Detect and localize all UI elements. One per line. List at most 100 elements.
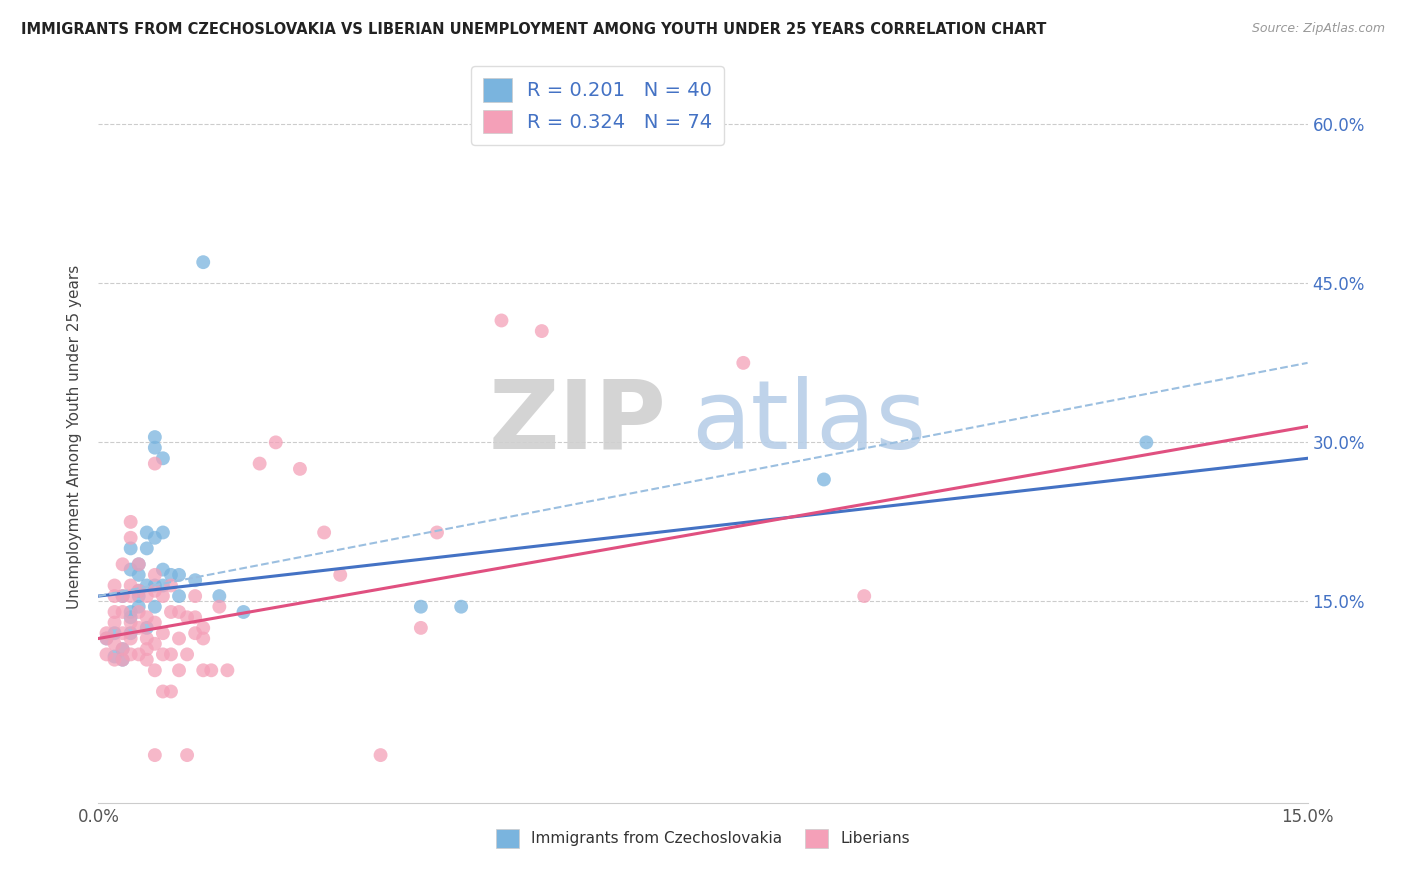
Point xyxy=(193,663,215,677)
Point xyxy=(167,663,190,677)
Point xyxy=(103,653,125,667)
Point xyxy=(193,621,215,635)
Point xyxy=(111,626,134,640)
Point xyxy=(193,632,215,646)
Point xyxy=(152,648,174,662)
Point xyxy=(128,558,150,572)
Point xyxy=(200,663,222,677)
Point xyxy=(143,615,166,630)
Legend: Immigrants from Czechoslovakia, Liberians: Immigrants from Czechoslovakia, Liberian… xyxy=(489,822,917,854)
Point xyxy=(370,748,392,763)
Point xyxy=(167,605,190,619)
Point xyxy=(143,441,166,455)
Point xyxy=(176,610,198,624)
Point xyxy=(135,653,157,667)
Point xyxy=(111,558,134,572)
Point xyxy=(143,637,166,651)
Point xyxy=(426,525,449,540)
Point xyxy=(120,632,142,646)
Point xyxy=(96,626,118,640)
Point xyxy=(135,541,157,556)
Point xyxy=(135,642,157,657)
Point xyxy=(135,610,157,624)
Point xyxy=(120,563,142,577)
Point xyxy=(329,567,352,582)
Point xyxy=(176,748,198,763)
Point xyxy=(208,589,231,603)
Point xyxy=(813,473,835,487)
Text: ZIP: ZIP xyxy=(489,376,666,469)
Point xyxy=(111,589,134,603)
Point xyxy=(143,748,166,763)
Point xyxy=(530,324,553,338)
Point xyxy=(128,589,150,603)
Point xyxy=(1135,435,1157,450)
Point xyxy=(176,648,198,662)
Point xyxy=(128,567,150,582)
Point xyxy=(103,578,125,592)
Point xyxy=(128,583,150,598)
Point xyxy=(167,567,190,582)
Point xyxy=(409,621,432,635)
Point xyxy=(152,684,174,698)
Point xyxy=(152,589,174,603)
Point xyxy=(232,605,254,619)
Point xyxy=(120,541,142,556)
Point xyxy=(135,525,157,540)
Text: atlas: atlas xyxy=(690,376,927,469)
Point xyxy=(152,578,174,592)
Point xyxy=(167,589,190,603)
Point xyxy=(193,255,215,269)
Point xyxy=(167,632,190,646)
Point xyxy=(184,573,207,587)
Point xyxy=(733,356,755,370)
Point xyxy=(135,589,157,603)
Point xyxy=(135,578,157,592)
Point xyxy=(143,663,166,677)
Point xyxy=(314,525,336,540)
Point xyxy=(143,531,166,545)
Point xyxy=(264,435,287,450)
Point xyxy=(103,605,125,619)
Point xyxy=(103,649,125,664)
Point xyxy=(111,605,134,619)
Point xyxy=(152,626,174,640)
Point xyxy=(184,610,207,624)
Point xyxy=(853,589,876,603)
Point xyxy=(160,684,183,698)
Point xyxy=(143,567,166,582)
Point xyxy=(111,653,134,667)
Point xyxy=(120,615,142,630)
Point xyxy=(249,457,271,471)
Point xyxy=(160,648,183,662)
Point xyxy=(128,558,150,572)
Point xyxy=(409,599,432,614)
Point xyxy=(143,599,166,614)
Point xyxy=(160,567,183,582)
Point xyxy=(120,515,142,529)
Point xyxy=(128,605,150,619)
Y-axis label: Unemployment Among Youth under 25 years: Unemployment Among Youth under 25 years xyxy=(67,265,83,609)
Point xyxy=(120,531,142,545)
Point xyxy=(143,578,166,592)
Point xyxy=(143,430,166,444)
Point xyxy=(135,621,157,635)
Point xyxy=(111,589,134,603)
Point xyxy=(103,626,125,640)
Text: Source: ZipAtlas.com: Source: ZipAtlas.com xyxy=(1251,22,1385,36)
Point xyxy=(128,583,150,598)
Point xyxy=(111,653,134,667)
Point xyxy=(184,589,207,603)
Point xyxy=(208,599,231,614)
Point xyxy=(152,563,174,577)
Point xyxy=(491,313,513,327)
Point xyxy=(152,451,174,466)
Point xyxy=(120,605,142,619)
Point xyxy=(128,599,150,614)
Point xyxy=(160,578,183,592)
Point xyxy=(450,599,472,614)
Point xyxy=(111,642,134,657)
Point xyxy=(103,615,125,630)
Point xyxy=(96,648,118,662)
Point xyxy=(103,637,125,651)
